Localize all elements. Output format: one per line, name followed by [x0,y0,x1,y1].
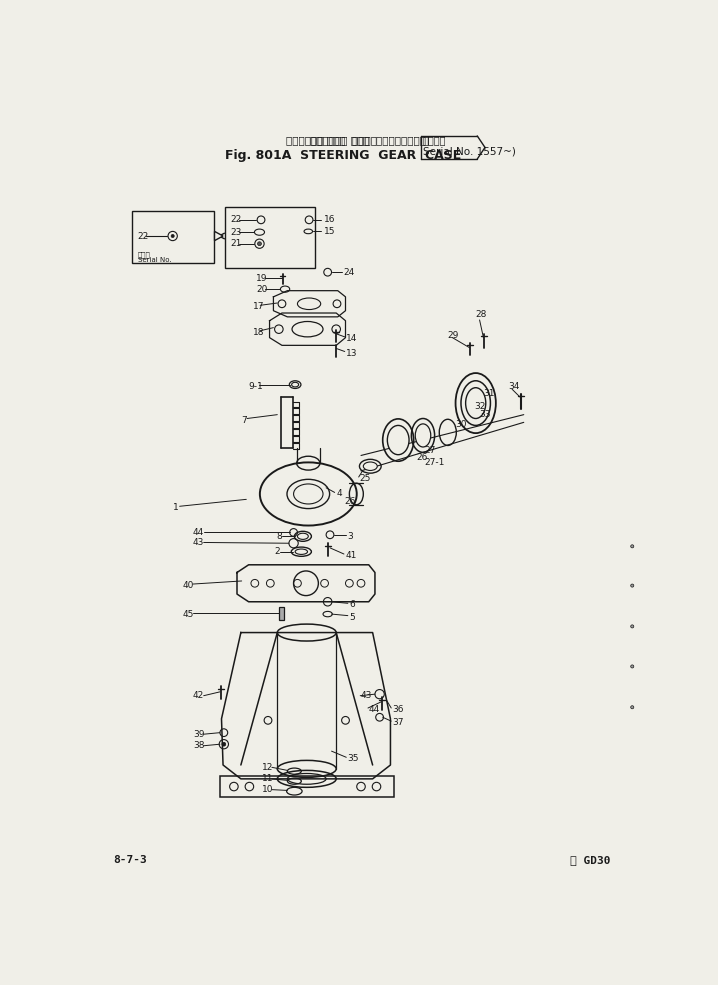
Text: 41: 41 [345,551,357,560]
Text: 16: 16 [324,216,335,225]
Polygon shape [215,231,223,240]
Text: 35: 35 [347,755,358,763]
Text: 27: 27 [424,446,436,455]
Text: 11: 11 [262,774,274,783]
Ellipse shape [387,426,409,455]
Text: 8-7-3: 8-7-3 [113,855,146,865]
Text: 44: 44 [369,705,380,714]
Text: 27-1: 27-1 [424,458,445,467]
Text: Serial No. 1557~): Serial No. 1557~) [423,147,516,157]
Text: 3: 3 [347,532,353,541]
Text: 37: 37 [392,718,404,727]
Text: 4: 4 [336,490,342,498]
Text: 5: 5 [350,613,355,622]
Text: 19: 19 [256,274,268,283]
Circle shape [258,241,261,245]
Text: 22: 22 [230,216,242,225]
Circle shape [171,234,174,237]
Ellipse shape [297,533,308,540]
Text: 7: 7 [242,416,248,425]
Bar [279,607,284,621]
Text: 43: 43 [193,538,204,547]
Text: 29: 29 [448,331,460,340]
Text: 33: 33 [480,410,491,420]
Text: 40: 40 [183,581,194,590]
Text: 14: 14 [345,334,357,343]
Circle shape [630,705,634,709]
Ellipse shape [294,484,323,504]
Text: 36: 36 [392,705,404,714]
Text: 44: 44 [193,528,204,537]
Text: 10: 10 [262,785,274,794]
Text: 42: 42 [193,691,204,700]
Circle shape [630,665,634,668]
Text: 18: 18 [253,328,264,337]
Text: 43: 43 [361,691,373,700]
Text: 28: 28 [476,310,487,319]
Bar [225,207,314,268]
Ellipse shape [363,462,377,471]
Circle shape [630,624,634,628]
Text: 31: 31 [483,389,495,398]
Text: 23: 23 [230,228,242,236]
Text: 15: 15 [324,227,335,235]
Text: 21: 21 [230,239,242,248]
Text: ステアリング ギヤー  ケース（: ステアリング ギヤー ケース（ [286,135,377,145]
Text: 1: 1 [174,503,180,512]
Text: 適用号機: 適用号機 [423,135,447,145]
Text: 2: 2 [274,548,280,557]
Text: 32: 32 [474,402,485,411]
Ellipse shape [295,549,307,555]
Ellipse shape [415,424,431,447]
Text: 25: 25 [360,474,370,483]
Bar [132,211,214,263]
Circle shape [630,545,634,548]
Circle shape [630,584,634,587]
Text: Fig. 801A  STEERING  GEAR  CASE: Fig. 801A STEERING GEAR CASE [225,149,462,162]
Text: 24: 24 [343,268,355,277]
Circle shape [222,743,225,746]
Text: 9-1: 9-1 [248,381,264,391]
Text: ステアリング ギヤー  ケース（適用号機: ステアリング ギヤー ケース（適用号機 [310,135,426,145]
Text: 水有り: 水有り [138,251,151,258]
Bar [220,776,393,797]
Text: Serial No.: Serial No. [138,257,172,263]
Text: 6: 6 [350,600,355,610]
Text: 38: 38 [193,742,205,751]
Text: 12: 12 [262,762,273,772]
Text: 34: 34 [508,381,520,391]
Text: 22: 22 [138,231,149,240]
Ellipse shape [292,382,299,387]
Text: 26: 26 [417,452,428,462]
Text: 13: 13 [345,349,357,358]
Text: 8: 8 [276,532,282,541]
Ellipse shape [461,381,490,426]
Text: 20: 20 [256,285,268,294]
Text: ① GD30: ① GD30 [570,855,611,865]
Text: 45: 45 [183,611,194,620]
Text: 17: 17 [253,302,264,311]
Text: 30: 30 [455,421,467,429]
Text: 39: 39 [193,730,205,739]
Text: 26: 26 [344,497,355,506]
